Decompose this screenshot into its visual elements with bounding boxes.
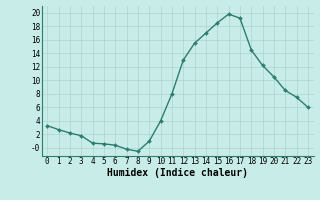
X-axis label: Humidex (Indice chaleur): Humidex (Indice chaleur) [107, 168, 248, 178]
